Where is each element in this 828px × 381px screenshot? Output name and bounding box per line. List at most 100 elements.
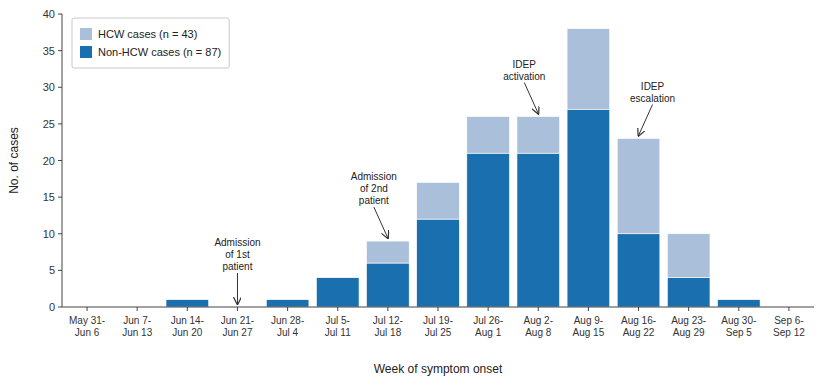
y-tick	[58, 270, 62, 271]
x-tick-label: Jun 14-Jun 20	[171, 315, 204, 338]
annotation-arrow	[524, 83, 538, 114]
bar	[517, 117, 560, 154]
x-axis-label: Week of symptom onset	[374, 362, 503, 376]
text-line: escalation	[630, 93, 675, 104]
x-tick	[87, 307, 88, 311]
y-tick-label: 20	[43, 155, 55, 167]
series	[166, 109, 760, 307]
x-tick-label: Jun 28-Jul 4	[271, 315, 304, 338]
bar	[617, 139, 660, 234]
text-line: Jun 6	[75, 327, 100, 338]
bar	[667, 234, 710, 278]
annotation: IDEPescalation	[630, 81, 675, 104]
text-line: Aug 22	[623, 327, 655, 338]
text-line: Jul 4	[277, 327, 299, 338]
y-axis-label: No. of cases	[7, 127, 21, 194]
x-tick	[638, 307, 639, 311]
bar	[567, 109, 610, 307]
bar	[467, 117, 510, 154]
x-tick	[287, 307, 288, 311]
legend-swatch	[80, 28, 92, 40]
text-line: patient	[359, 195, 389, 206]
y-tick-label: 25	[43, 118, 55, 130]
bar	[667, 278, 710, 307]
legend-entry: HCW cases (n = 43)	[98, 28, 197, 40]
text-line: Jun 14-	[171, 315, 204, 326]
text-line: Aug 30-	[721, 315, 756, 326]
text-line: Sep 5	[726, 327, 753, 338]
x-tick-label: Jul 19-Jul 25	[423, 315, 453, 338]
bars	[166, 29, 760, 307]
bar	[617, 234, 660, 307]
y-tick	[58, 160, 62, 161]
x-tick-label: Aug 23-Aug 29	[671, 315, 706, 338]
text-line: Aug 15	[573, 327, 605, 338]
bar	[417, 219, 460, 307]
text-line: Jul 18	[375, 327, 402, 338]
x-tick-label: Aug 30-Sep 5	[721, 315, 756, 338]
legend-box	[72, 18, 229, 68]
series	[367, 29, 710, 278]
text-line: Aug 9-	[574, 315, 603, 326]
y-tick-label: 30	[43, 81, 55, 93]
bar	[717, 299, 760, 300]
x-tick-label: May 31-Jun 6	[69, 315, 105, 338]
bar	[567, 29, 610, 110]
bar	[367, 241, 410, 263]
y-tick	[58, 87, 62, 88]
text-line: Jul 26-	[473, 315, 503, 326]
text-line: May 31-	[69, 315, 105, 326]
text-line: activation	[503, 71, 545, 82]
annotation: Admissionof 1stpatient	[214, 237, 260, 272]
x-tick	[337, 307, 338, 311]
text-line: Aug 2-	[524, 315, 553, 326]
text-line: Jul 12-	[373, 315, 403, 326]
text-line: Aug 29	[673, 327, 705, 338]
axes: 0510152025303540May 31-Jun 6Jun 7-Jun 13…	[43, 8, 814, 338]
text-line: Jun 20	[172, 327, 202, 338]
text-line: Sep 6-	[774, 315, 803, 326]
text-line: of 1st	[225, 249, 250, 260]
x-tick-label: Sep 6-Sep 12	[773, 315, 805, 338]
x-tick	[237, 307, 238, 311]
x-tick	[488, 307, 489, 311]
legend-swatch	[80, 46, 92, 58]
annotation-arrow	[639, 105, 653, 136]
text-line: Aug 23-	[671, 315, 706, 326]
x-tick	[688, 307, 689, 311]
bar	[517, 153, 560, 307]
x-tick-label: Jun 7-Jun 13	[122, 315, 152, 338]
text-line: Jun 21-	[221, 315, 254, 326]
text-line: Jul 19-	[423, 315, 453, 326]
x-tick	[387, 307, 388, 311]
x-tick	[738, 307, 739, 311]
x-tick-label: Aug 2-Aug 8	[524, 315, 553, 338]
x-tick-label: Jul 26-Aug 1	[473, 315, 503, 338]
x-tick	[538, 307, 539, 311]
x-tick-label: Jun 21-Jun 27	[221, 315, 254, 338]
annotation: Admissionof 2ndpatient	[351, 171, 397, 206]
bar	[316, 278, 359, 307]
y-tick	[58, 197, 62, 198]
annotation-arrow	[374, 207, 388, 238]
bar	[166, 300, 209, 307]
text-line: Jun 28-	[271, 315, 304, 326]
legend-entry: Non-HCW cases (n = 87)	[98, 46, 221, 58]
y-tick-label: 15	[43, 191, 55, 203]
text-line: Jun 27	[222, 327, 252, 338]
x-tick	[438, 307, 439, 311]
y-tick	[58, 123, 62, 124]
bar	[467, 153, 510, 307]
text-line: of 2nd	[360, 183, 388, 194]
legend: HCW cases (n = 43) Non-HCW cases (n = 87)	[72, 18, 229, 68]
x-tick-label: Aug 9-Aug 15	[573, 315, 605, 338]
y-tick-label: 35	[43, 45, 55, 57]
x-tick	[137, 307, 138, 311]
text-line: IDEP	[641, 81, 665, 92]
y-tick	[58, 50, 62, 51]
text-line: Jun 13	[122, 327, 152, 338]
x-tick	[588, 307, 589, 311]
bar	[717, 300, 760, 307]
y-tick	[58, 307, 62, 308]
bar	[316, 277, 359, 278]
